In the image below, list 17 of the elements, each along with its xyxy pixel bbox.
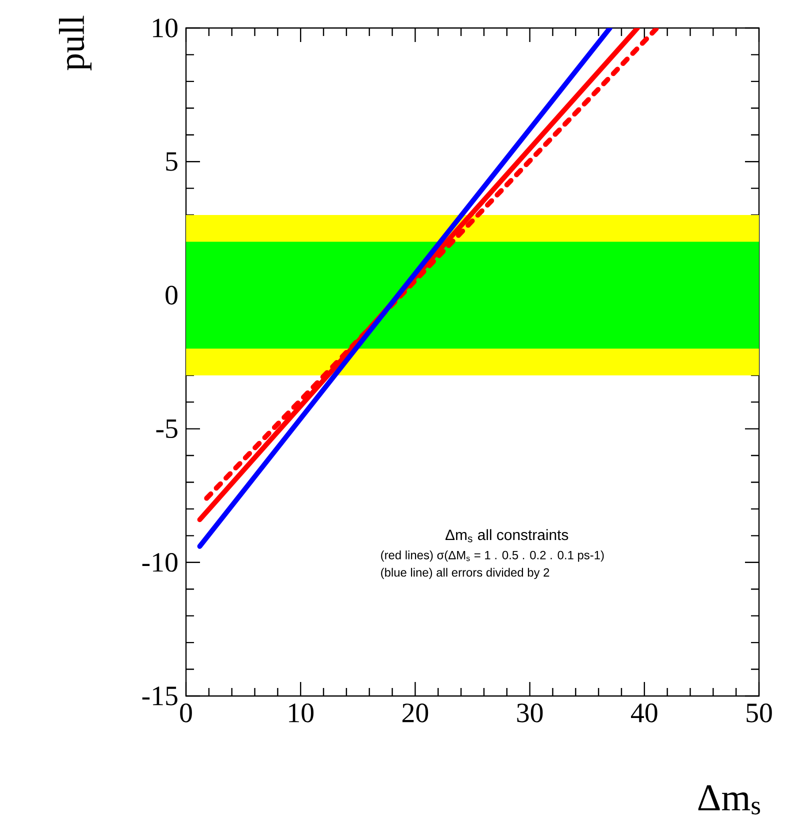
y-tick-label: 0	[166, 286, 178, 305]
annotation: Δm$_{s}$ all constraints	[445, 529, 568, 542]
annotation: (blue line) all errors divided by 2	[381, 568, 550, 580]
x-tick-label: 30	[517, 704, 543, 722]
x-tick-label: 20	[402, 704, 428, 722]
x-tick-label: 50	[746, 704, 772, 722]
x-tick-label: 40	[630, 704, 658, 722]
y-tick-label: -15	[142, 686, 178, 706]
annotation: (red lines) σ(ΔM$_{s}$ = 1 . 0.5 . 0.2 . 0.1 ps-1)	[381, 550, 604, 562]
y-tick-label: 10	[153, 18, 178, 38]
x-tick-label: 0	[180, 704, 192, 722]
y-axis-title: pull	[58, 16, 92, 70]
y-tick-label: 5	[166, 152, 178, 171]
y-tick-label: -10	[142, 552, 178, 572]
x-axis-title: Δm$_{s}$	[698, 785, 760, 814]
x-tick-label: 10	[289, 704, 314, 722]
y-tick-label: -5	[156, 420, 178, 438]
